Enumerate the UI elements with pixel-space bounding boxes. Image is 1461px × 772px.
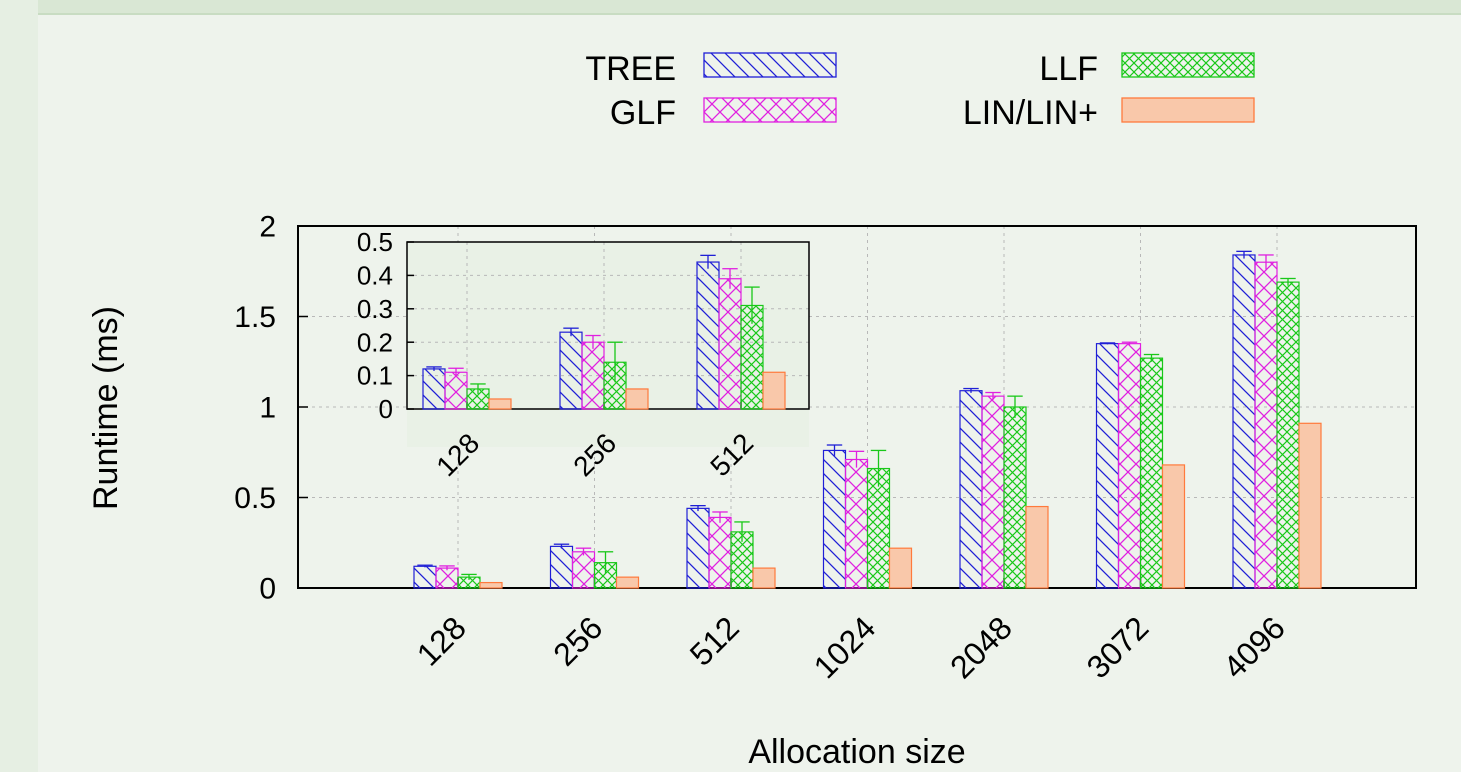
main-y-tick-label: 2	[259, 211, 276, 244]
inset-bar-lin-lin--256	[625, 388, 649, 410]
main-x-tick-label: 2048	[943, 609, 1019, 685]
legend-label-glf: GLF	[610, 94, 676, 132]
y-axis-label: Runtime (ms)	[87, 306, 125, 510]
main-bar-tree-2048	[959, 390, 983, 589]
main-bar-tree-4096	[1232, 254, 1256, 589]
main-bars	[413, 250, 1322, 589]
main-bar-glf-128	[435, 567, 459, 589]
inset-y-tick-label: 0.1	[357, 361, 393, 391]
main-x-tick-label: 1024	[807, 609, 883, 685]
main-bar-tree-1024	[822, 449, 847, 589]
inset-chart: 00.10.20.30.40.5 128 256 512	[357, 227, 810, 482]
inset-bar-tree-128	[422, 368, 446, 410]
main-y-tick-label: 1.5	[234, 301, 276, 334]
window-top-band	[0, 0, 1461, 15]
main-bar-llf-3072	[1139, 357, 1164, 589]
main-bar-glf-3072	[1117, 343, 1142, 589]
main-bar-tree-512	[686, 507, 710, 589]
main-x-axis: 128 256 512 1024 2048 3072 4096	[410, 578, 1292, 685]
inset-y-tick-label: 0.5	[357, 227, 393, 257]
main-bar-lin-lin--512	[752, 567, 776, 589]
legend-swatch-llf	[1121, 52, 1255, 78]
inset-y-tick-label: 0.3	[357, 294, 393, 324]
main-bar-glf-1024	[844, 458, 869, 589]
inset-y-tick-label: 0.4	[357, 261, 393, 291]
main-bar-lin-lin--128	[479, 581, 503, 589]
main-y-tick-label: 0.5	[234, 482, 276, 515]
main-y-axis: 0 0.5 1 1.5 2	[234, 211, 308, 606]
main-x-tick-label: 256	[546, 609, 609, 672]
main-y-tick-label: 1	[259, 392, 276, 425]
main-x-tick-label: 512	[683, 609, 746, 672]
main-bar-glf-4096	[1254, 261, 1278, 589]
window-left-band	[0, 0, 38, 772]
legend-label-llf: LLF	[1039, 50, 1098, 88]
main-bar-lin-lin--4096	[1298, 422, 1322, 589]
main-bar-glf-256	[571, 551, 596, 589]
inset-bar-tree-256	[559, 331, 583, 410]
main-bar-glf-2048	[981, 395, 1005, 589]
main-bar-tree-128	[413, 565, 437, 589]
inset-bar-glf-128	[444, 371, 468, 410]
legend: TREE GLF LLF LIN/LIN+	[585, 50, 1255, 132]
legend-label-tree: TREE	[585, 50, 676, 88]
inset-y-tick-label: 0.2	[357, 327, 393, 357]
inset-bar-tree-512	[696, 261, 720, 410]
inset-y-axis: 00.1 0.20.30.4 0.5	[357, 227, 414, 424]
main-bar-tree-256	[549, 545, 574, 589]
legend-label-lin-lin-: LIN/LIN+	[963, 94, 1098, 132]
main-bar-lin-lin--1024	[888, 547, 913, 589]
main-x-tick-label: 128	[410, 609, 473, 672]
x-axis-label: Allocation size	[748, 733, 965, 771]
main-bar-llf-2048	[1003, 406, 1027, 589]
main-bar-lin-lin--3072	[1161, 464, 1186, 589]
main-bar-lin-lin--2048	[1025, 505, 1049, 589]
legend-swatch-glf	[703, 97, 837, 123]
inset-bar-lin-lin--128	[488, 398, 512, 410]
inset-bar-glf-256	[581, 341, 605, 410]
legend-swatch-lin-lin-	[1121, 97, 1255, 123]
main-bar-lin-lin--256	[615, 576, 640, 589]
legend-swatch-tree	[703, 52, 837, 78]
inset-y-tick-label: 0	[379, 394, 393, 424]
main-x-tick-label: 3072	[1080, 609, 1156, 685]
inset-bar-lin-lin--512	[762, 371, 786, 410]
main-bar-tree-3072	[1095, 343, 1120, 589]
main-x-tick-label: 4096	[1216, 609, 1292, 685]
inset-bar-glf-512	[718, 278, 742, 410]
main-bar-llf-4096	[1276, 281, 1300, 589]
inset-bars	[422, 254, 786, 410]
main-y-tick-label: 0	[259, 573, 276, 606]
main-bar-glf-512	[708, 516, 732, 589]
